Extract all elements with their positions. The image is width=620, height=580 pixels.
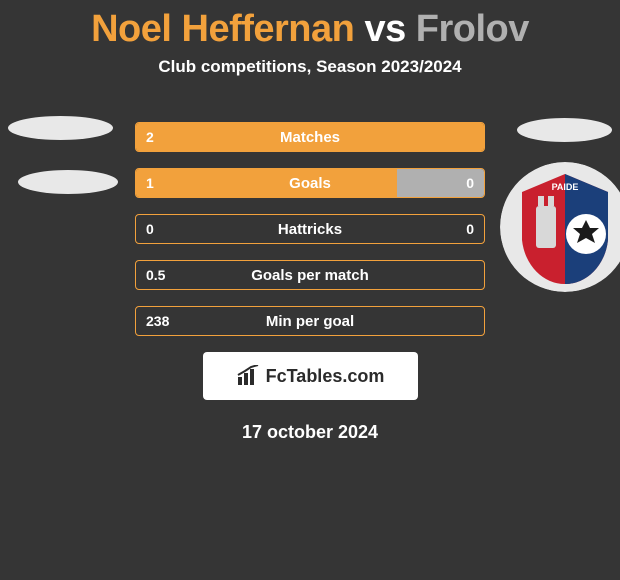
brand-text: FcTables.com — [266, 366, 385, 387]
player1-avatar-placeholder-2 — [18, 170, 118, 194]
brand-box: FcTables.com — [203, 352, 418, 400]
stat-row: 238Min per goal — [135, 306, 485, 336]
vs-text: vs — [364, 8, 405, 50]
stat-label: Goals — [136, 169, 484, 197]
player2-avatar-placeholder — [517, 118, 612, 142]
club-badge: PAIDE — [500, 162, 620, 292]
stat-row: 00Hattricks — [135, 214, 485, 244]
stat-label: Min per goal — [136, 307, 484, 335]
player1-name: Noel Heffernan — [91, 8, 354, 50]
stat-row: 0.5Goals per match — [135, 260, 485, 290]
subtitle: Club competitions, Season 2023/2024 — [0, 57, 620, 77]
stats-container: PAIDE 2Matches 10Goals 00Hattricks 0.5Goals… — [0, 122, 620, 336]
stat-label: Hattricks — [136, 215, 484, 243]
brand-chart-icon — [236, 365, 262, 387]
player2-name: Frolov — [416, 8, 529, 50]
stat-row: 10Goals — [135, 168, 485, 198]
stat-label: Matches — [136, 123, 484, 151]
player1-avatar-placeholder-1 — [8, 116, 113, 140]
stat-rows: 2Matches 10Goals 00Hattricks 0.5Goals per m… — [135, 122, 485, 336]
stat-label: Goals per match — [136, 261, 484, 289]
stat-row: 2Matches — [135, 122, 485, 152]
svg-text:PAIDE: PAIDE — [552, 182, 579, 192]
date-text: 17 october 2024 — [0, 422, 620, 443]
page-title: Noel Heffernan vs Frolov — [0, 0, 620, 51]
club-badge-svg: PAIDE — [500, 162, 620, 292]
